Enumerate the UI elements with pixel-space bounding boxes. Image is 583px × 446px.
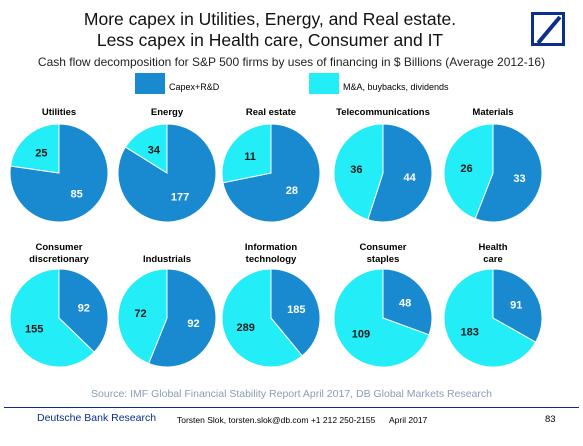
pie-slice-ma-telecommunications — [333, 123, 384, 221]
source-note: Source: IMF Global Financial Stability R… — [91, 388, 492, 400]
data-label-capex-utilities: 85 — [71, 188, 83, 200]
pie-title-real-estate: Real estate — [246, 107, 296, 118]
pie-slice-capex-consumer-staples — [382, 268, 433, 336]
page-title-line-1: More capex in Utilities, Energy, and Rea… — [83, 9, 457, 29]
pie-title-utilities: Utilities — [42, 107, 76, 118]
pie-slice-ma-health-care — [443, 268, 537, 368]
legend-swatch-ma — [309, 73, 339, 94]
pie-slice-ma-utilities — [9, 123, 60, 174]
data-label-ma-energy: 34 — [148, 144, 161, 156]
data-label-capex-materials: 33 — [513, 173, 525, 185]
pie-slice-capex-consumer-discretionary — [58, 268, 109, 353]
pie-title-consumer-discretionary-2: discretionary — [29, 254, 89, 265]
pie-title-health-care-2: care — [483, 254, 503, 265]
pie-title-consumer-discretionary-1: Consumer — [36, 242, 83, 253]
legend-label-capex: Capex+R&D — [169, 82, 220, 92]
pie-slice-ma-energy — [124, 123, 168, 174]
pie-slice-capex-information-technology — [270, 268, 321, 357]
pie-slice-capex-materials — [474, 123, 543, 223]
data-label-ma-utilities: 25 — [35, 148, 47, 160]
footer-author: Torsten Slok, torsten.slok@db.com +1 212… — [177, 415, 376, 425]
pie-title-information-technology-1: Information — [245, 242, 297, 253]
data-label-ma-consumer-discretionary: 155 — [25, 324, 43, 336]
data-label-ma-materials: 26 — [460, 163, 472, 175]
pie-slice-ma-real-estate — [221, 123, 272, 184]
pie-title-health-care-1: Health — [478, 242, 507, 253]
data-label-ma-telecommunications: 36 — [350, 164, 362, 176]
pie-slice-ma-information-technology — [221, 268, 303, 368]
data-label-ma-information-technology: 289 — [236, 322, 254, 334]
pie-slice-capex-health-care — [492, 268, 543, 343]
data-label-ma-industrials: 72 — [134, 308, 146, 320]
footer-organization: Deutsche Bank Research — [37, 412, 157, 424]
data-label-capex-consumer-discretionary: 92 — [78, 302, 90, 314]
pie-slice-ma-consumer-discretionary — [9, 268, 95, 368]
data-label-ma-real-estate: 11 — [244, 151, 256, 163]
pie-slice-capex-utilities — [9, 123, 109, 223]
pie-slice-ma-materials — [443, 123, 494, 220]
pie-title-consumer-staples-2: staples — [367, 254, 400, 265]
pie-slice-ma-industrials — [117, 268, 168, 365]
pie-title-energy: Energy — [151, 107, 184, 118]
data-label-capex-industrials: 92 — [187, 318, 199, 330]
data-label-capex-consumer-staples: 48 — [399, 298, 411, 310]
data-label-ma-consumer-staples: 109 — [352, 328, 370, 340]
pie-slice-capex-telecommunications — [367, 123, 433, 223]
pie-title-consumer-staples-1: Consumer — [360, 242, 407, 253]
pie-title-industrials: Industrials — [143, 254, 191, 265]
footer-date: April 2017 — [389, 415, 428, 425]
legend-swatch-capex — [135, 73, 165, 94]
pie-slice-ma-consumer-staples — [333, 268, 430, 368]
page-title-line-2: Less capex in Health care, Consumer and … — [96, 30, 444, 50]
data-label-ma-health-care: 183 — [461, 327, 479, 339]
footer-divider — [4, 407, 579, 408]
data-label-capex-energy: 177 — [171, 192, 189, 204]
pie-title-materials: Materials — [472, 107, 513, 118]
data-label-capex-telecommunications: 44 — [403, 172, 416, 184]
deutsche-bank-logo-icon — [531, 12, 565, 46]
pie-title-telecommunications: Telecommunications — [336, 107, 430, 118]
footer-page-number: 83 — [545, 414, 556, 425]
legend-label-ma: M&A, buybacks, dividends — [343, 82, 449, 92]
data-label-capex-health-care: 91 — [510, 299, 522, 311]
chart-subtitle: Cash flow decomposition for S&P 500 firm… — [37, 55, 546, 69]
pie-title-information-technology-2: technology — [246, 254, 297, 265]
data-label-capex-information-technology: 185 — [287, 304, 305, 316]
pie-slice-capex-industrials — [148, 268, 217, 368]
data-label-capex-real-estate: 28 — [286, 185, 298, 197]
